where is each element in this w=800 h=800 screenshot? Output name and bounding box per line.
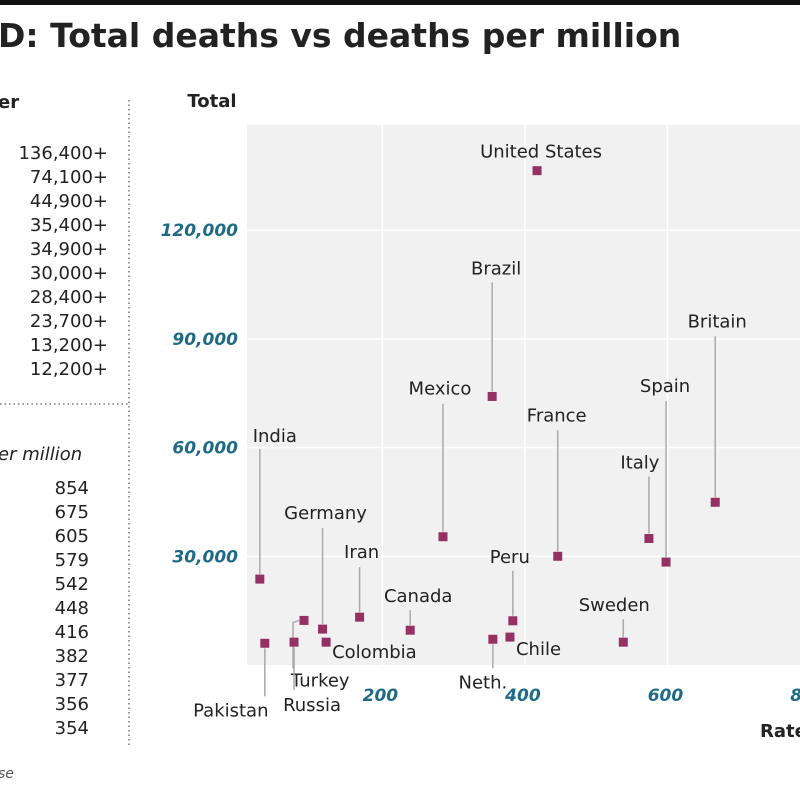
rate-value: 448 [55, 598, 89, 619]
point-label: Canada [384, 586, 453, 607]
point-label: Spain [640, 376, 690, 397]
point-label: Germany [284, 503, 367, 524]
total-value: 28,400+ [30, 287, 108, 308]
point [255, 574, 265, 584]
point [505, 632, 515, 642]
rate-value: 382 [55, 646, 89, 667]
total-value: 12,200+ [30, 359, 108, 380]
point [661, 557, 671, 567]
point [532, 166, 542, 176]
point-label: France [527, 405, 587, 426]
rate-value: 416 [55, 622, 89, 643]
total-value: 34,900+ [30, 239, 108, 260]
rate-value: 356 [55, 694, 89, 715]
point-label: Sweden [579, 595, 650, 616]
point-label: Neth. [458, 672, 507, 693]
point-label: Peru [490, 547, 530, 568]
point-label: Iran [344, 542, 379, 563]
y-tick-label: 90,000 [172, 330, 238, 350]
point-label: Britain [688, 311, 747, 332]
y-tick-label: 60,000 [172, 439, 238, 459]
total-value: 23,700+ [30, 311, 108, 332]
point-label: Italy [620, 453, 659, 474]
point-label: Chile [516, 639, 561, 660]
point [488, 634, 498, 644]
point-label: Russia [283, 695, 341, 716]
y-tick-label: 30,000 [172, 547, 238, 567]
total-value: 13,200+ [30, 335, 108, 356]
point [321, 637, 331, 647]
point [644, 534, 654, 544]
point-label: Colombia [332, 642, 417, 663]
x-tick-label: 400 [504, 686, 541, 706]
rate-value: 605 [55, 526, 89, 547]
point [318, 624, 328, 634]
total-value: 136,400+ [18, 143, 108, 164]
point-label: Pakistan [193, 700, 268, 721]
x-axis-label: Rate [760, 721, 800, 742]
x-tick-label: 200 [363, 686, 399, 706]
point-label: India [253, 426, 297, 447]
x-tick-label: 800 [790, 686, 800, 706]
total-header: er [0, 92, 19, 113]
point-label: Brazil [471, 258, 521, 279]
point [618, 637, 628, 647]
point [405, 625, 415, 635]
rate-value: 854 [55, 478, 89, 499]
leader-line [292, 619, 300, 669]
rate-value: 579 [55, 550, 89, 571]
footnote: se [0, 766, 14, 782]
point [508, 616, 518, 626]
point-label: Mexico [409, 379, 472, 400]
total-value: 74,100+ [30, 167, 108, 188]
top-rule [0, 0, 800, 5]
point [438, 532, 448, 542]
rate-value: 354 [55, 718, 89, 739]
y-tick-label: 120,000 [161, 221, 239, 241]
total-value: 30,000+ [30, 263, 108, 284]
point [710, 497, 720, 507]
rate-value: 542 [55, 574, 89, 595]
y-axis-label: Total [187, 91, 236, 112]
point [260, 638, 270, 648]
total-value: 35,400+ [30, 215, 108, 236]
rate-value: 377 [55, 670, 89, 691]
plot-area [247, 125, 800, 665]
point [289, 637, 299, 647]
point [355, 612, 365, 622]
point-label: Turkey [290, 670, 350, 691]
point [299, 615, 309, 625]
rate-header: er million [0, 444, 82, 465]
rate-value: 675 [55, 502, 89, 523]
point [553, 551, 563, 561]
point [487, 391, 497, 401]
point-label: United States [480, 142, 602, 163]
total-value: 44,900+ [30, 191, 108, 212]
chart-title: D: Total deaths vs deaths per million [0, 16, 681, 55]
x-tick-label: 600 [648, 686, 684, 706]
